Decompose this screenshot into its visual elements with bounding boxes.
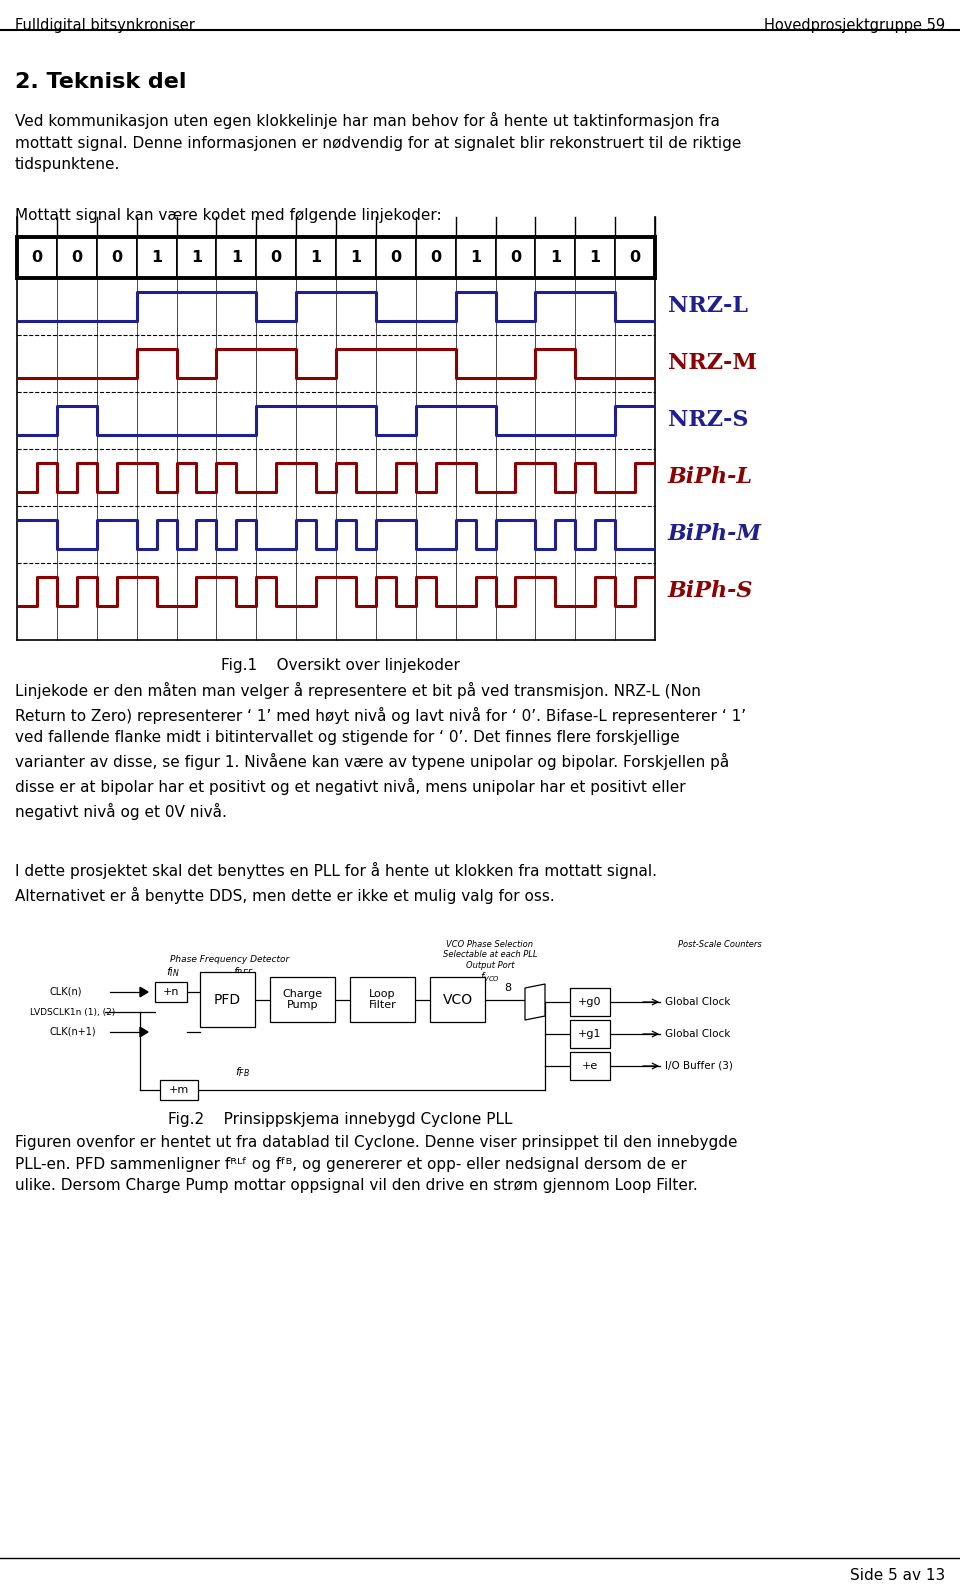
Text: NRZ-M: NRZ-M: [668, 352, 756, 374]
Text: Global Clock: Global Clock: [665, 996, 731, 1007]
Bar: [57, 238, 97, 279]
Text: Global Clock: Global Clock: [665, 1030, 731, 1039]
Text: 1: 1: [550, 250, 561, 265]
Bar: [615, 238, 655, 279]
Text: 1: 1: [470, 250, 481, 265]
Text: Fig.2    Prinsippskjema innebygd Cyclone PLL: Fig.2 Prinsippskjema innebygd Cyclone PL…: [168, 1112, 513, 1126]
Text: $f_{REF}$: $f_{REF}$: [232, 965, 253, 979]
Text: Hovedprosjektgruppe 59: Hovedprosjektgruppe 59: [764, 17, 945, 33]
Text: 0: 0: [391, 250, 401, 265]
Text: I/O Buffer (3): I/O Buffer (3): [665, 1061, 732, 1071]
Bar: [570, 1020, 610, 1049]
Bar: [296, 238, 336, 279]
Text: +m: +m: [169, 1085, 189, 1095]
Bar: [136, 238, 177, 279]
Text: +g1: +g1: [578, 1030, 602, 1039]
Text: 1: 1: [310, 250, 322, 265]
Text: BiPh-S: BiPh-S: [668, 580, 754, 602]
Text: 1: 1: [151, 250, 162, 265]
Text: Figuren ovenfor er hentet ut fra datablad til Cyclone. Denne viser prinsippet ti: Figuren ovenfor er hentet ut fra databla…: [15, 1136, 737, 1193]
Bar: [177, 238, 216, 279]
Text: Fulldigital bitsynkroniser: Fulldigital bitsynkroniser: [15, 17, 195, 33]
Bar: [570, 1052, 610, 1080]
Bar: [17, 238, 57, 279]
Text: Ved kommunikasjon uten egen klokkelinje har man behov for å hente ut taktinforma: Ved kommunikasjon uten egen klokkelinje …: [15, 112, 741, 173]
Text: VCO: VCO: [443, 993, 472, 1006]
Text: Side 5 av 13: Side 5 av 13: [850, 1568, 945, 1582]
Text: 0: 0: [271, 250, 281, 265]
Text: $f_{FB}$: $f_{FB}$: [235, 1064, 251, 1079]
Text: $f_{VCO}$: $f_{VCO}$: [480, 969, 500, 984]
Polygon shape: [140, 987, 148, 996]
Text: 1: 1: [350, 250, 362, 265]
Bar: [430, 977, 485, 1022]
Polygon shape: [140, 1026, 148, 1038]
Text: +e: +e: [582, 1061, 598, 1071]
Text: +g0: +g0: [578, 996, 602, 1007]
Text: LVDSCLK1n (1), (2): LVDSCLK1n (1), (2): [30, 1007, 115, 1017]
Bar: [17, 238, 655, 279]
Text: Loop
Filter: Loop Filter: [369, 988, 396, 1011]
Bar: [376, 238, 416, 279]
Bar: [456, 238, 495, 279]
Text: 0: 0: [510, 250, 521, 265]
Text: I dette prosjektet skal det benyttes en PLL for å hente ut klokken fra mottatt s: I dette prosjektet skal det benyttes en …: [15, 862, 657, 904]
Text: 0: 0: [32, 250, 42, 265]
Bar: [216, 238, 256, 279]
Text: Linjekode er den måten man velger å representere et bit på ved transmisjon. NRZ-: Linjekode er den måten man velger å repr…: [15, 683, 746, 819]
Bar: [256, 238, 296, 279]
Text: 1: 1: [230, 250, 242, 265]
Bar: [97, 238, 136, 279]
Bar: [336, 238, 376, 279]
Bar: [350, 977, 415, 1022]
Text: $f_{IN}$: $f_{IN}$: [166, 965, 180, 979]
Bar: [570, 988, 610, 1015]
Text: Post-Scale Counters: Post-Scale Counters: [678, 939, 762, 949]
Text: 1: 1: [589, 250, 601, 265]
Bar: [536, 238, 575, 279]
Text: 2. Teknisk del: 2. Teknisk del: [15, 71, 186, 92]
Text: 0: 0: [71, 250, 83, 265]
Text: VCO Phase Selection
Selectable at each PLL
Output Port: VCO Phase Selection Selectable at each P…: [443, 939, 538, 969]
Text: 0: 0: [111, 250, 122, 265]
Text: +n: +n: [163, 987, 180, 996]
Text: Mottatt signal kan være kodet med følgende linjekoder:: Mottatt signal kan være kodet med følgen…: [15, 208, 442, 223]
Text: NRZ-L: NRZ-L: [668, 295, 748, 317]
Text: CLK(n+1): CLK(n+1): [50, 1026, 97, 1038]
Text: CLK(n): CLK(n): [50, 987, 83, 996]
Text: NRZ-S: NRZ-S: [668, 409, 749, 431]
Text: Phase Frequency Detector: Phase Frequency Detector: [170, 955, 290, 965]
Text: BiPh-M: BiPh-M: [668, 523, 762, 545]
Text: Fig.1    Oversikt over linjekoder: Fig.1 Oversikt over linjekoder: [221, 657, 460, 673]
Text: 1: 1: [191, 250, 202, 265]
Text: PFD: PFD: [214, 993, 241, 1006]
Text: 0: 0: [630, 250, 640, 265]
Bar: [160, 1080, 198, 1099]
Polygon shape: [525, 984, 545, 1020]
Text: BiPh-L: BiPh-L: [668, 466, 753, 488]
Text: Charge
Pump: Charge Pump: [282, 988, 323, 1011]
Bar: [495, 238, 536, 279]
Bar: [155, 982, 187, 1003]
Bar: [416, 238, 456, 279]
Bar: [270, 977, 335, 1022]
Bar: [200, 973, 255, 1026]
Bar: [575, 238, 615, 279]
Text: 8: 8: [504, 984, 512, 993]
Text: 0: 0: [430, 250, 442, 265]
